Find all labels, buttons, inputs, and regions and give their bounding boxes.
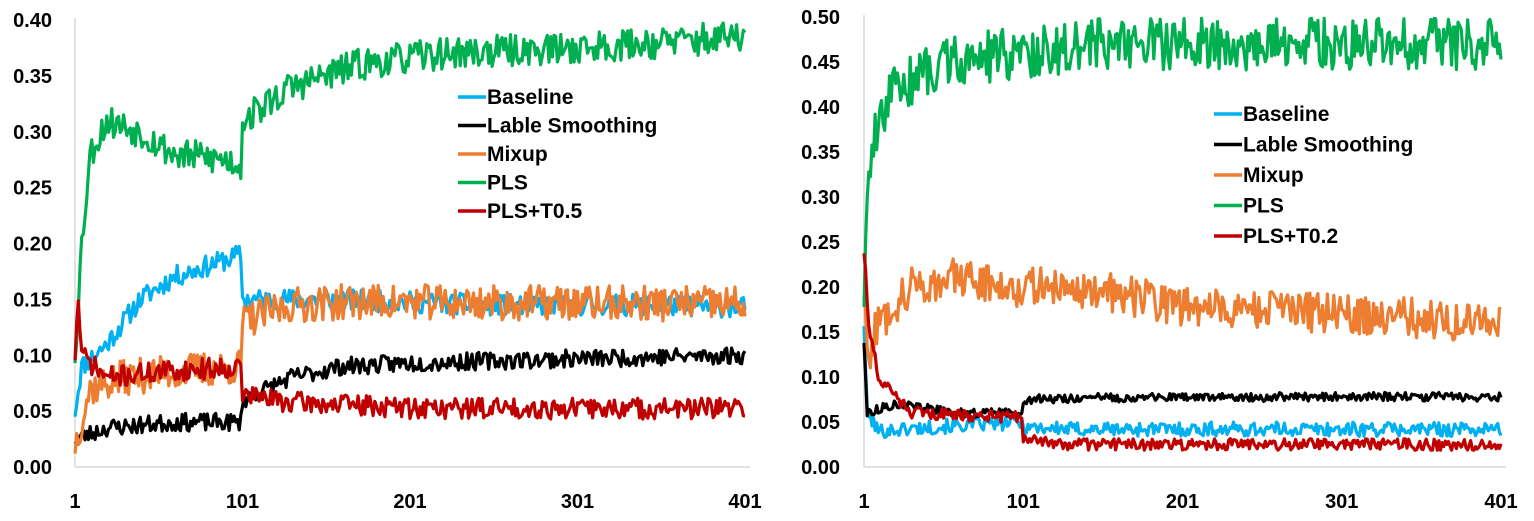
- x-tick-label: 201: [393, 491, 426, 513]
- x-tick-label: 301: [561, 491, 594, 513]
- series-line-baseline: [862, 326, 1503, 440]
- legend-label: PLS+T0.5: [487, 200, 582, 223]
- series-line-lable-smoothing: [862, 342, 1503, 419]
- y-tick-label: 0.35: [801, 142, 840, 164]
- x-tick-label: 201: [1166, 491, 1199, 513]
- legend: Baseline Lable Smoothing Mixup PLS PLS+T0.2: [1214, 103, 1413, 248]
- legend-label: PLS+T0.2: [1243, 225, 1338, 248]
- series-line-pls-t0-2: [862, 253, 1503, 452]
- legend-label: Mixup: [487, 143, 548, 166]
- x-tick-label: 101: [226, 491, 259, 513]
- x-tick-label: 1: [69, 491, 80, 513]
- x-tick-label: 401: [728, 491, 761, 513]
- legend-label: PLS: [1243, 195, 1284, 218]
- series-line-pls-t0-5: [73, 299, 746, 421]
- y-tick-label: 0.40: [13, 10, 52, 32]
- legend-label: PLS: [487, 172, 528, 195]
- legend-label: Baseline: [487, 86, 573, 109]
- x-tick-label: 301: [1325, 491, 1358, 513]
- y-tick-label: 0.25: [13, 178, 52, 200]
- y-tick-label: 0.00: [801, 457, 840, 479]
- legend: Baseline Lable Smoothing Mixup PLS PLS+T0.5: [458, 86, 657, 223]
- series-line-mixup: [862, 257, 1502, 370]
- x-tick-label: 1: [858, 491, 869, 513]
- legend-label: Lable Smoothing: [1243, 134, 1413, 157]
- y-tick-label: 0.15: [13, 289, 52, 311]
- y-tick-label: 0.00: [13, 457, 52, 479]
- y-tick-label: 0.45: [801, 52, 840, 74]
- y-tick-label: 0.30: [13, 122, 52, 144]
- series-line-pls: [73, 21, 747, 364]
- y-tick-label: 0.05: [13, 401, 52, 423]
- y-tick-label: 0.30: [801, 187, 840, 209]
- x-tick-label: 101: [1007, 491, 1040, 513]
- y-tick-label: 0.50: [801, 7, 840, 29]
- legend-label: Baseline: [1243, 103, 1329, 126]
- y-tick-label: 0.10: [13, 345, 52, 367]
- y-tick-label: 0.20: [13, 234, 52, 256]
- chart-right: 0.00 0.05 0.10 0.15 0.20 0.25 0.30 0.35 0.40 0.45…: [801, 7, 1518, 513]
- legend-label: Mixup: [1243, 164, 1304, 187]
- series-line-pls: [862, 16, 1503, 307]
- y-tick-label: 0.25: [801, 232, 840, 254]
- legend-label: Lable Smoothing: [487, 115, 657, 138]
- y-tick-label: 0.40: [801, 97, 840, 119]
- chart-left: 0.00 0.05 0.10 0.15 0.20 0.25 0.30 0.35 0.40 1 101…: [13, 10, 762, 513]
- y-tick-label: 0.10: [801, 367, 840, 389]
- y-tick-label: 0.20: [801, 277, 840, 299]
- y-tick-label: 0.05: [801, 412, 840, 434]
- y-tick-label: 0.15: [801, 322, 840, 344]
- x-tick-label: 401: [1484, 491, 1517, 513]
- y-tick-label: 0.35: [13, 66, 52, 88]
- series-line-lable-smoothing: [73, 346, 747, 445]
- series-line-baseline: [73, 244, 747, 417]
